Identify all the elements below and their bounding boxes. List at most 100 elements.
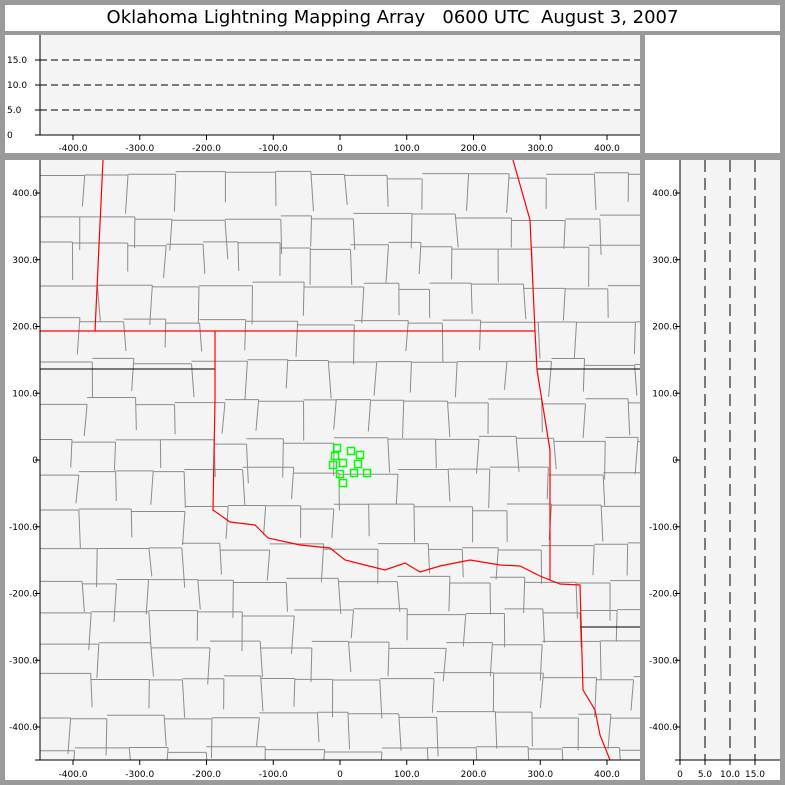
county-line (479, 320, 482, 351)
x-tick-label: -100.0 (259, 770, 288, 780)
county-line (75, 475, 80, 504)
county-line (494, 711, 498, 749)
y-tick-label: 15.0 (7, 56, 27, 66)
state-border (212, 331, 611, 760)
y-tick-label: 200.0 (12, 323, 38, 333)
county-line (173, 174, 177, 212)
county-line (599, 641, 602, 680)
county-line (448, 576, 451, 612)
county-line (327, 360, 332, 399)
county-line (454, 362, 458, 398)
county-line (183, 471, 186, 508)
lightning-source-marker (335, 469, 345, 479)
county-line (593, 174, 597, 211)
county-line (582, 358, 586, 392)
county-line (291, 467, 295, 500)
county-line (205, 752, 208, 760)
county-line (124, 175, 129, 214)
county-line (246, 444, 249, 484)
county-line (503, 361, 508, 390)
y-tick-label: 200.0 (652, 323, 678, 333)
county-line (522, 284, 527, 320)
lightning-source-marker (353, 459, 363, 469)
county-map (40, 160, 642, 760)
county-line (333, 399, 337, 430)
county-line (282, 438, 284, 478)
county-line (163, 715, 167, 747)
county-line (454, 213, 459, 248)
state-border (94, 160, 104, 332)
county-line (387, 642, 390, 677)
county-line (148, 548, 153, 577)
county-line (563, 220, 566, 249)
county-line (295, 321, 299, 357)
x-tick-label: 400.0 (594, 144, 620, 154)
y-tick-label: 10.0 (7, 81, 27, 91)
county-line (350, 609, 354, 639)
county-line (523, 577, 526, 613)
county-line (182, 511, 186, 546)
county-line (541, 399, 543, 433)
x-tick-label: -400.0 (58, 770, 87, 780)
county-line (607, 714, 612, 750)
y-tick-label: -400.0 (649, 723, 678, 733)
county-line (302, 282, 305, 316)
county-line (81, 581, 85, 613)
county-line (553, 438, 557, 470)
x-tick-label: -300.0 (125, 144, 154, 154)
county-line (405, 320, 409, 352)
x-tick-label: 100.0 (394, 144, 420, 154)
lightning-source-marker (330, 451, 340, 461)
county-line (96, 286, 101, 322)
y-tick-label: 100.0 (12, 389, 38, 399)
county-line (221, 402, 226, 434)
county-line (488, 469, 491, 509)
county-line (573, 322, 578, 359)
county-line (263, 505, 267, 536)
county-line (368, 504, 370, 537)
county-line (441, 323, 444, 363)
county-line (398, 713, 402, 751)
y-tick-label: 300.0 (12, 256, 38, 266)
lightning-source-marker (362, 468, 372, 478)
chart-title: Oklahoma Lightning Mapping Array 0600 UT… (5, 5, 780, 31)
county-line (562, 288, 566, 321)
county-line (81, 175, 86, 207)
county-line (396, 581, 401, 612)
x-tick-label: 15.0 (745, 770, 765, 780)
county-line (592, 545, 595, 576)
x-tick-label: 400.0 (594, 770, 620, 780)
county-line (435, 439, 437, 469)
county-line (337, 578, 342, 615)
county-line (615, 610, 618, 642)
county-line (641, 286, 642, 319)
county-line (442, 648, 447, 682)
county-line (461, 549, 464, 578)
county-line (476, 439, 480, 474)
county-line (310, 647, 313, 683)
county-line (237, 241, 240, 271)
x-tick-label: 100.0 (394, 770, 420, 780)
county-line (546, 467, 549, 499)
county-line (447, 469, 451, 502)
county-line (244, 361, 248, 400)
county-line (627, 398, 631, 436)
county-line (73, 750, 76, 760)
county-line (602, 474, 606, 506)
county-line (409, 361, 412, 393)
x-tick-label: -200.0 (192, 144, 221, 154)
county-line (260, 675, 264, 712)
county-line (244, 319, 247, 351)
y-tick-label: 300.0 (652, 256, 678, 266)
county-line (83, 404, 88, 437)
county-line (489, 642, 493, 677)
county-line (256, 717, 260, 747)
county-line (225, 506, 229, 539)
county-line (285, 582, 288, 612)
y-tick-label: -200.0 (9, 590, 38, 600)
y-tick-label: 400.0 (652, 189, 678, 199)
y-tick-label: -400.0 (9, 723, 38, 733)
county-line (380, 751, 383, 760)
x-tick-label: -300.0 (125, 770, 154, 780)
county-line (105, 718, 108, 756)
